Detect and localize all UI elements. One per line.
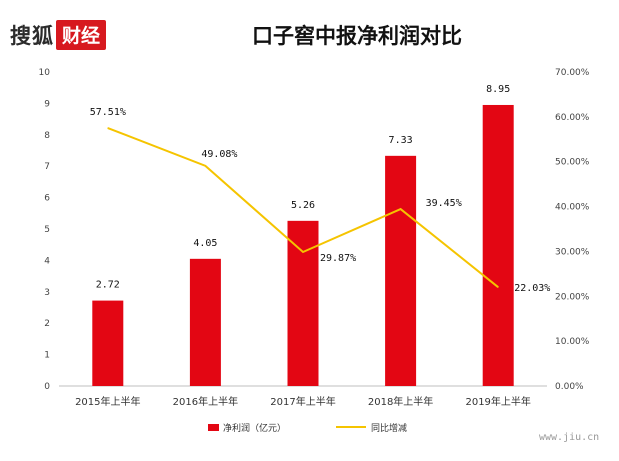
right-tick-label: 20.00%	[555, 292, 590, 302]
left-tick-label: 6	[44, 194, 50, 204]
line-value-label: 39.45%	[426, 198, 462, 209]
legend-label-line: 同比增减	[371, 422, 407, 434]
right-tick-label: 70.00%	[555, 68, 590, 78]
category-label: 2018年上半年	[368, 395, 433, 408]
line-value-label: 22.03%	[514, 283, 550, 294]
bar-series: 2.72 4.05 5.26 7.33 8.95	[92, 84, 514, 386]
right-tick-label: 30.00%	[555, 247, 590, 257]
line-value-label: 49.08%	[201, 149, 237, 160]
category-label: 2017年上半年	[270, 395, 335, 408]
line-point	[107, 127, 109, 129]
left-tick-label: 4	[44, 256, 50, 266]
category-label: 2019年上半年	[465, 395, 530, 408]
right-tick-label: 50.00%	[555, 158, 590, 168]
line-point	[400, 208, 402, 210]
left-tick-label: 10	[39, 68, 51, 78]
line-point	[302, 251, 304, 253]
left-tick-label: 8	[44, 131, 50, 141]
logo-text-finance: 财经	[56, 20, 107, 50]
bar-value-label: 7.33	[389, 135, 413, 146]
watermark: www.jiu.cn	[539, 432, 599, 443]
right-tick-label: 10.00%	[555, 337, 590, 347]
line-point	[204, 165, 206, 167]
category-labels: 2015年上半年 2016年上半年 2017年上半年 2018年上半年 2019年上半年	[75, 395, 531, 408]
left-tick-label: 5	[44, 225, 50, 235]
right-tick-label: 60.00%	[555, 113, 590, 123]
legend: 净利润（亿元） 同比增减	[208, 422, 407, 434]
bar-value-label: 2.72	[96, 280, 120, 291]
bar	[287, 220, 319, 386]
bar	[482, 104, 514, 386]
chart-title: 口子窖中报净利润对比	[252, 24, 462, 48]
line-value-label: 57.51%	[90, 107, 126, 118]
category-label: 2015年上半年	[75, 395, 140, 408]
line-value-label: 29.87%	[320, 253, 356, 264]
right-y-axis: 0.00% 10.00% 20.00% 30.00% 40.00% 50.00% 60.00…	[555, 68, 590, 392]
bar-value-label: 4.05	[193, 238, 217, 249]
bar-value-label: 8.95	[486, 84, 510, 95]
sohu-finance-logo: 搜狐 财经	[10, 20, 107, 50]
legend-swatch-bar	[208, 424, 219, 431]
bar	[189, 258, 221, 386]
left-tick-label: 1	[44, 351, 50, 361]
left-tick-label: 9	[44, 99, 50, 109]
left-tick-label: 2	[44, 319, 50, 329]
left-tick-label: 3	[44, 288, 50, 298]
logo-text-sohu: 搜狐	[10, 23, 54, 48]
left-y-axis: 0 1 2 3 4 5 6 7 8 9 10	[39, 68, 51, 392]
left-tick-label: 0	[44, 382, 50, 392]
line-series: 57.51% 49.08% 29.87% 39.45% 22.03%	[90, 107, 551, 294]
bar-value-label: 5.26	[291, 200, 315, 211]
category-label: 2016年上半年	[173, 395, 238, 408]
line-point	[497, 286, 499, 288]
left-tick-label: 7	[44, 162, 50, 172]
bar	[92, 300, 124, 386]
bar	[385, 155, 417, 386]
right-tick-label: 40.00%	[555, 203, 590, 213]
right-tick-label: 0.00%	[555, 382, 584, 392]
legend-label-bar: 净利润（亿元）	[223, 422, 286, 434]
